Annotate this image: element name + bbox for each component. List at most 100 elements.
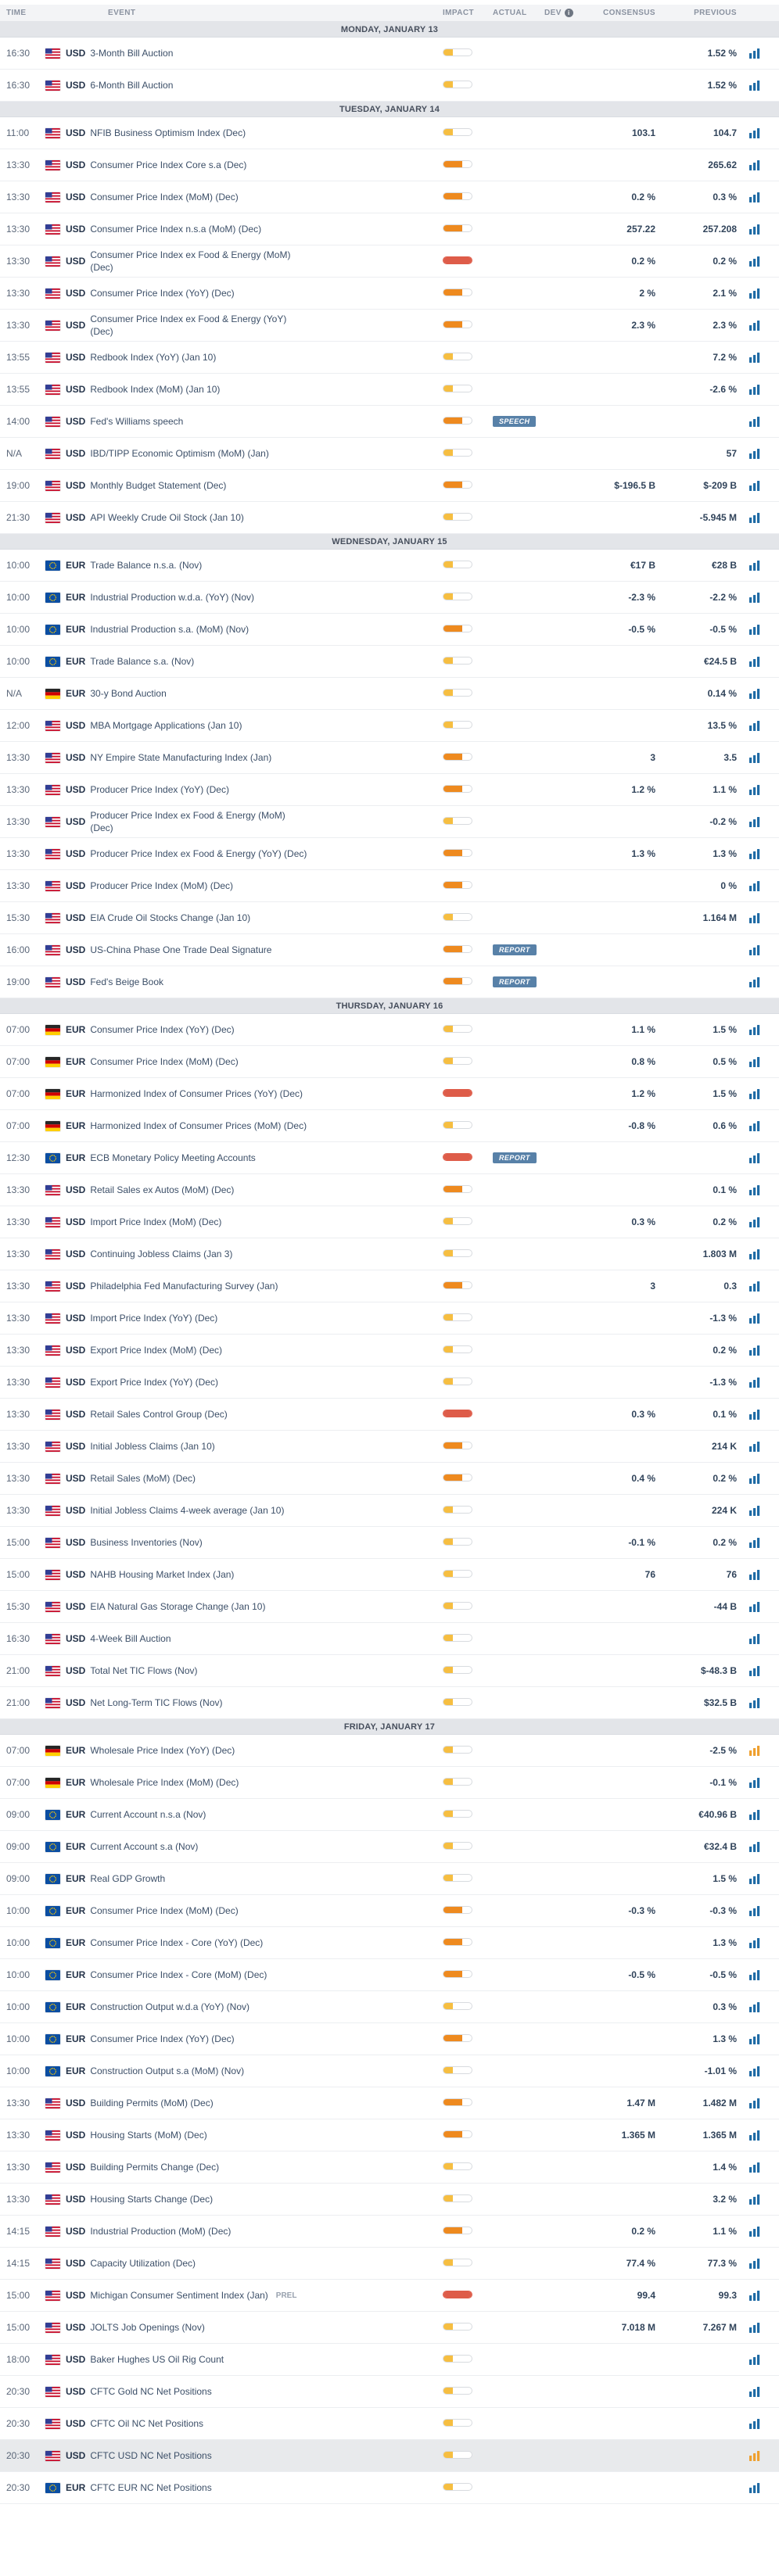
history-chart-icon[interactable] [748, 912, 762, 925]
event-row[interactable]: N/A [0, 678, 779, 710]
event-row[interactable]: 13:55 [0, 374, 779, 406]
event-row[interactable]: 14:15 [0, 2248, 779, 2280]
event-row[interactable]: 21:00 [0, 1687, 779, 1719]
event-row[interactable]: 13:30 [0, 181, 779, 213]
history-chart-icon[interactable] [748, 1087, 762, 1101]
event-row[interactable]: 07:00 [0, 1110, 779, 1142]
history-chart-icon[interactable] [748, 1376, 762, 1389]
history-chart-icon[interactable] [748, 1120, 762, 1133]
history-chart-icon[interactable] [748, 687, 762, 700]
history-chart-icon[interactable] [748, 511, 762, 525]
history-chart-icon[interactable] [748, 1936, 762, 1950]
history-chart-icon[interactable] [748, 1664, 762, 1678]
event-row[interactable]: 15:00 [0, 2280, 779, 2312]
event-row[interactable]: 13:30 [0, 245, 779, 278]
event-row[interactable]: 21:00 [0, 1655, 779, 1687]
history-chart-icon[interactable] [748, 1152, 762, 1165]
history-chart-icon[interactable] [748, 2097, 762, 2110]
event-row[interactable]: 13:30 [0, 2151, 779, 2184]
event-row[interactable]: 15:00 [0, 1559, 779, 1591]
history-chart-icon[interactable] [748, 1216, 762, 1229]
event-row[interactable]: 16:00 [0, 934, 779, 966]
history-chart-icon[interactable] [748, 1312, 762, 1325]
history-chart-icon[interactable] [748, 2065, 762, 2078]
history-chart-icon[interactable] [748, 655, 762, 668]
event-row[interactable]: 09:00 [0, 1863, 779, 1895]
event-row[interactable]: 15:30 [0, 902, 779, 934]
event-row[interactable]: 20:30 [0, 2376, 779, 2408]
history-chart-icon[interactable] [748, 1969, 762, 1982]
history-chart-icon[interactable] [748, 2033, 762, 2046]
event-row[interactable]: 07:00 [0, 1046, 779, 1078]
event-row[interactable]: 10:00 [0, 614, 779, 646]
history-chart-icon[interactable] [748, 2449, 762, 2463]
history-chart-icon[interactable] [748, 2257, 762, 2270]
history-chart-icon[interactable] [748, 127, 762, 140]
event-row[interactable]: 10:00 [0, 1895, 779, 1927]
history-chart-icon[interactable] [748, 1600, 762, 1614]
event-row[interactable]: 13:30 [0, 742, 779, 774]
history-chart-icon[interactable] [748, 1904, 762, 1918]
history-chart-icon[interactable] [748, 383, 762, 396]
history-chart-icon[interactable] [748, 2353, 762, 2366]
history-chart-icon[interactable] [748, 2193, 762, 2206]
event-row[interactable]: 13:30 [0, 1399, 779, 1431]
event-row[interactable]: 13:30 [0, 1238, 779, 1270]
event-row[interactable]: 13:30 [0, 2087, 779, 2119]
history-chart-icon[interactable] [748, 2385, 762, 2399]
history-chart-icon[interactable] [748, 1023, 762, 1037]
history-chart-icon[interactable] [748, 1055, 762, 1069]
event-row[interactable]: 13:30 [0, 1463, 779, 1495]
event-row[interactable]: 20:30 [0, 2440, 779, 2472]
history-chart-icon[interactable] [748, 815, 762, 829]
event-row[interactable]: 13:30 [0, 1495, 779, 1527]
history-chart-icon[interactable] [748, 1776, 762, 1790]
history-chart-icon[interactable] [748, 719, 762, 733]
history-chart-icon[interactable] [748, 2161, 762, 2174]
event-row[interactable]: 10:00 [0, 2023, 779, 2055]
history-chart-icon[interactable] [748, 479, 762, 493]
event-row[interactable]: 10:00 [0, 646, 779, 678]
event-row[interactable]: 21:30 [0, 502, 779, 534]
event-row[interactable]: 20:30 [0, 2408, 779, 2440]
history-chart-icon[interactable] [748, 1536, 762, 1550]
history-chart-icon[interactable] [748, 47, 762, 60]
event-row[interactable]: 13:30 [0, 2119, 779, 2151]
history-chart-icon[interactable] [748, 1696, 762, 1710]
history-chart-icon[interactable] [748, 351, 762, 364]
event-row[interactable]: 15:00 [0, 2312, 779, 2344]
event-row[interactable]: 10:00 [0, 550, 779, 582]
event-row[interactable]: 13:30 [0, 213, 779, 245]
history-chart-icon[interactable] [748, 1440, 762, 1453]
history-chart-icon[interactable] [748, 2417, 762, 2431]
event-row[interactable]: 18:00 [0, 2344, 779, 2376]
history-chart-icon[interactable] [748, 2321, 762, 2334]
history-chart-icon[interactable] [748, 783, 762, 797]
history-chart-icon[interactable] [748, 1248, 762, 1261]
history-chart-icon[interactable] [748, 1744, 762, 1757]
history-chart-icon[interactable] [748, 1632, 762, 1646]
history-chart-icon[interactable] [748, 1408, 762, 1421]
history-chart-icon[interactable] [748, 2001, 762, 2014]
event-row[interactable]: 13:30 [0, 806, 779, 838]
history-chart-icon[interactable] [748, 976, 762, 989]
history-chart-icon[interactable] [748, 2129, 762, 2142]
event-row[interactable]: 13:30 [0, 870, 779, 902]
history-chart-icon[interactable] [748, 1840, 762, 1854]
history-chart-icon[interactable] [748, 319, 762, 332]
history-chart-icon[interactable] [748, 287, 762, 300]
event-row[interactable]: 10:00 [0, 2055, 779, 2087]
history-chart-icon[interactable] [748, 1280, 762, 1293]
history-chart-icon[interactable] [748, 447, 762, 460]
event-row[interactable]: 13:30 [0, 310, 779, 342]
history-chart-icon[interactable] [748, 191, 762, 204]
event-row[interactable]: 10:00 [0, 1959, 779, 1991]
event-row[interactable]: 13:30 [0, 278, 779, 310]
history-chart-icon[interactable] [748, 1568, 762, 1582]
history-chart-icon[interactable] [748, 591, 762, 604]
event-row[interactable]: 07:00 [0, 1078, 779, 1110]
event-row[interactable]: 12:30 [0, 1142, 779, 1174]
history-chart-icon[interactable] [748, 1808, 762, 1822]
event-row[interactable]: 16:30 [0, 1623, 779, 1655]
history-chart-icon[interactable] [748, 255, 762, 268]
